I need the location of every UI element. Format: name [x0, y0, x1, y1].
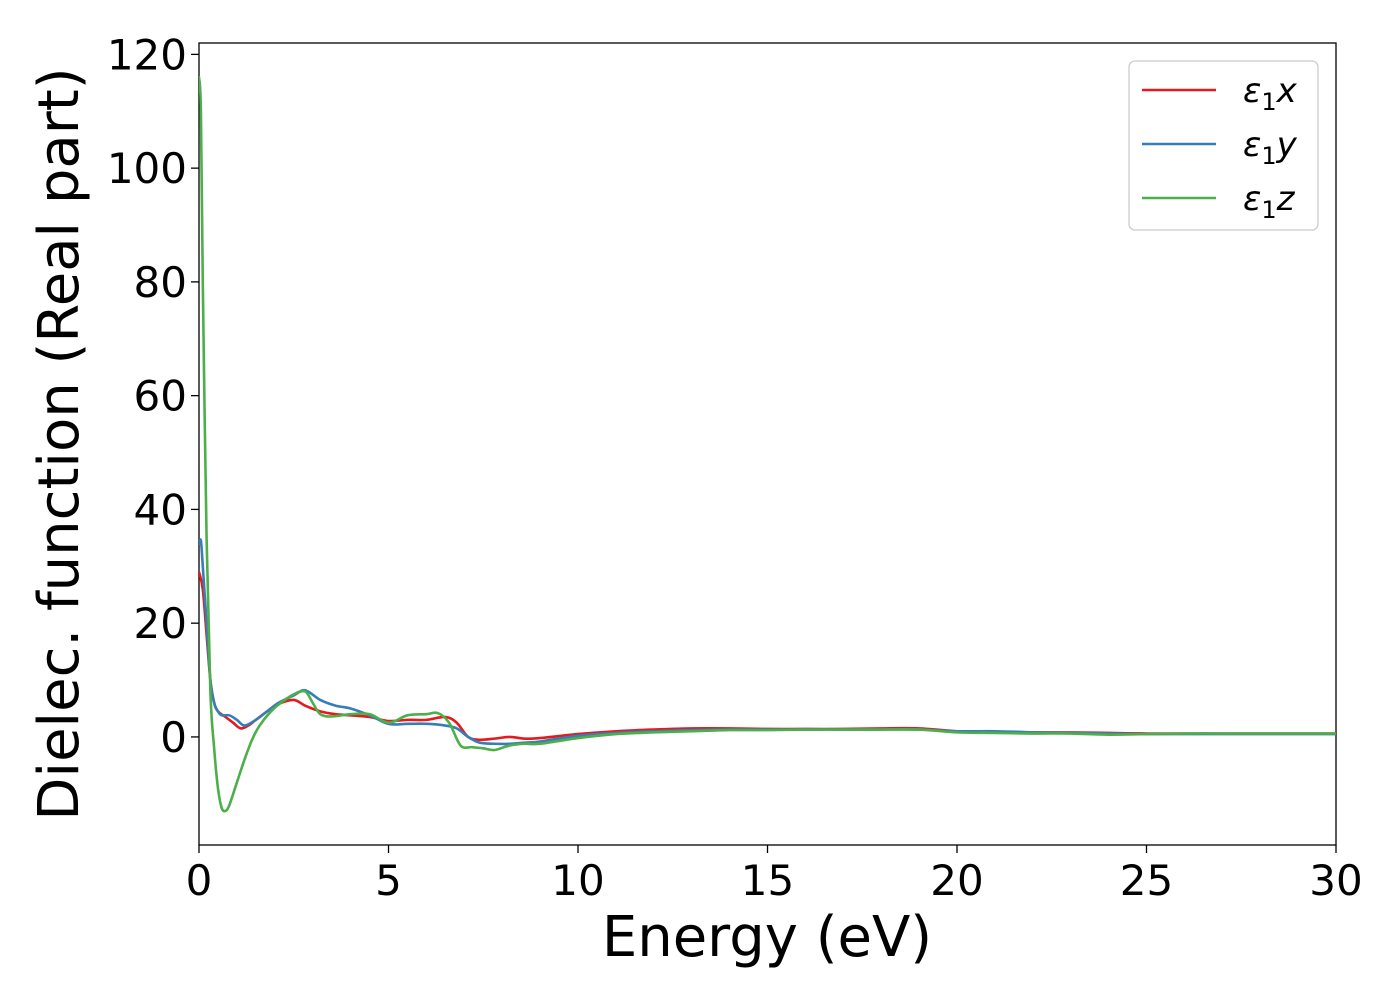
y-tick-label: 120 — [107, 30, 187, 79]
y-tick-label: 0 — [160, 713, 187, 762]
legend-box — [1128, 60, 1319, 231]
legend-label-y: ε1y — [1243, 125, 1298, 170]
legend-label-z: ε1z — [1243, 179, 1296, 224]
legend: ε1x ε1y ε1z — [1128, 60, 1319, 231]
series-line-y — [199, 538, 1336, 746]
series-lines — [199, 75, 1336, 813]
x-tick-label: 0 — [186, 856, 213, 905]
x-tick-label: 10 — [551, 856, 604, 905]
y-axis-label: Dielec. function (Real part) — [27, 67, 92, 820]
x-axis-ticks: 0 5 10 15 20 25 30 — [186, 845, 1363, 905]
x-tick-label: 25 — [1120, 856, 1173, 905]
x-tick-label: 30 — [1309, 856, 1362, 905]
y-tick-label: 60 — [134, 372, 187, 421]
x-tick-label: 20 — [930, 856, 983, 905]
y-tick-label: 100 — [107, 144, 187, 193]
x-tick-label: 15 — [741, 856, 794, 905]
x-tick-label: 5 — [375, 856, 402, 905]
y-tick-label: 20 — [134, 599, 187, 648]
y-tick-label: 40 — [134, 485, 187, 534]
series-line-z — [199, 75, 1336, 813]
legend-label-x: ε1x — [1243, 71, 1298, 116]
x-axis-label: Energy (eV) — [602, 905, 932, 970]
y-tick-label: 80 — [134, 258, 187, 307]
y-axis-ticks: 0 20 40 60 80 100 120 — [107, 30, 199, 762]
